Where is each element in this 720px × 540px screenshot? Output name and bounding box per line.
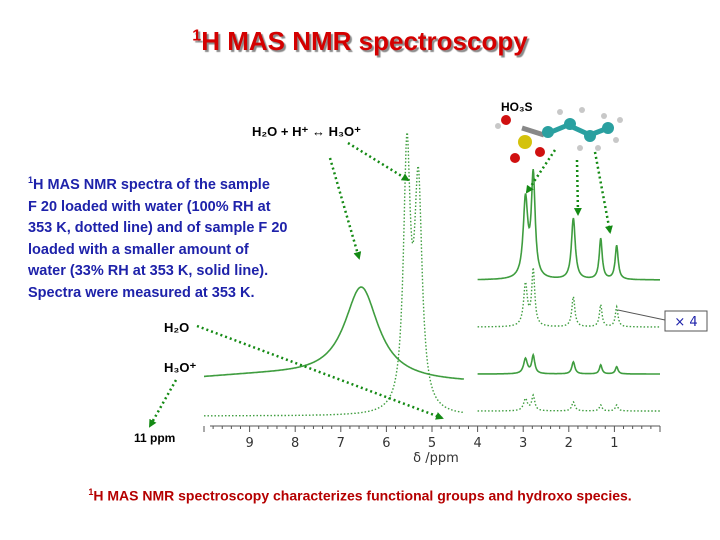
spectrum-solid-2 [477, 168, 660, 281]
x-tick-label: 8 [291, 436, 299, 451]
carbon-atom [564, 118, 576, 130]
arrow-to-water [196, 324, 444, 420]
sulfur-atom [518, 135, 532, 149]
spectrum-dotted-5 [477, 393, 660, 412]
spectrum-dotted-3 [477, 267, 660, 328]
carbon-atom [542, 126, 554, 138]
oxygen-atom [510, 153, 520, 163]
scale-factor: × 4 [674, 315, 697, 330]
x-tick-label: 9 [245, 436, 253, 451]
arrow-to-ch2 [573, 159, 582, 216]
spectra-description: 1H MAS NMR spectra of the sample F 20 lo… [28, 175, 288, 301]
scale-connector [617, 309, 666, 321]
arrow-to-h3o-sharp [347, 141, 410, 182]
scale-box [664, 310, 708, 332]
spectrum-solid-4 [477, 352, 660, 375]
x-tick-label: 3 [519, 436, 527, 451]
h2o-label: H₂O [164, 320, 189, 335]
x-tick-label: 4 [473, 436, 481, 451]
molecule-label: HO₃S [501, 100, 533, 114]
carbon-atom [584, 130, 596, 142]
h3o-label: H₃O⁺ [164, 360, 197, 375]
oxygen-atom [501, 115, 511, 125]
spectrum-dotted-1 [204, 130, 465, 417]
x-axis-label: δ /ppm [413, 451, 459, 466]
arrow-to-ch3 [593, 151, 613, 234]
equilibrium-equation: H₂O + H⁺ ↔ H₃O⁺ [252, 124, 361, 139]
annotation-arrows [148, 141, 613, 428]
x-tick-label: 6 [382, 436, 390, 451]
spectrum-solid-0 [204, 286, 465, 380]
carbon-atom [602, 122, 614, 134]
nmr-spectra [204, 130, 660, 417]
oxygen-atom [535, 147, 545, 157]
x-tick-label: 7 [337, 436, 345, 451]
sulfonic-acid-molecule [495, 107, 623, 163]
footer-caption: 1H MAS NMR spectroscopy characterizes fu… [88, 487, 632, 504]
hydrogen-atom [495, 123, 501, 129]
arrow-to-h3o-broad [328, 157, 362, 260]
arrow-to-11ppm [148, 379, 178, 428]
x-tick-label: 5 [428, 436, 436, 451]
ppm-axis: 9 8 7 6 5 4 3 2 1 δ /ppm [203, 425, 661, 466]
x-tick-label: 1 [610, 436, 618, 451]
arrow-to-ch2s [525, 149, 557, 194]
x-tick-label: 2 [565, 436, 573, 451]
slide-title: 1H MAS NMR spectroscopy [192, 26, 528, 56]
ppm-label: 11 ppm [134, 431, 175, 445]
